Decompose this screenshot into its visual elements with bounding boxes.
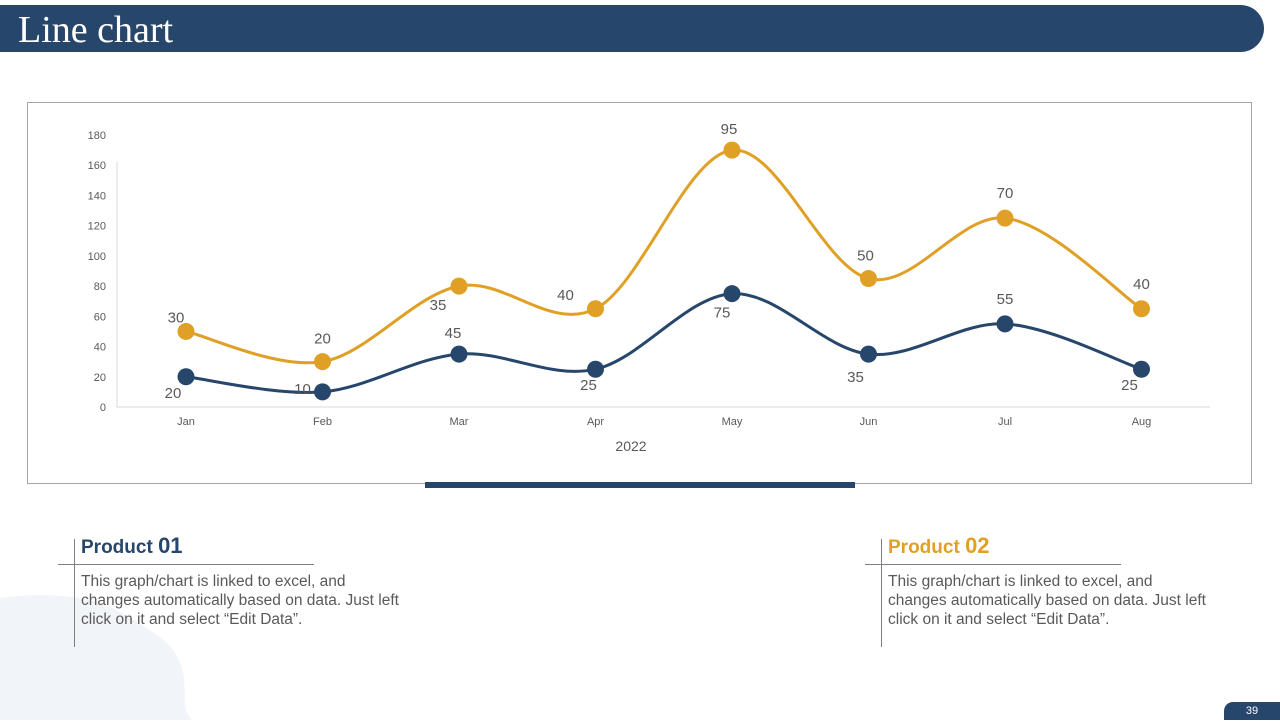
- slide-title: Line chart: [18, 9, 174, 51]
- series-1-data-label: 55: [997, 291, 1014, 308]
- series-1-point[interactable]: [450, 345, 468, 363]
- series-2-point[interactable]: [587, 300, 604, 318]
- chart-frame[interactable]: 0 20 40 60 80 100 120 140 160 180 Jan Feb Mar Apr May J…: [27, 102, 1252, 484]
- series-2-point[interactable]: [177, 322, 195, 340]
- card-divider-horizontal: [58, 564, 314, 565]
- series-1-point[interactable]: [1133, 360, 1150, 378]
- series-2-point[interactable]: [996, 209, 1014, 227]
- y-tick-label: 100: [88, 251, 106, 263]
- accent-bar: [425, 482, 855, 488]
- series-2-point[interactable]: [314, 353, 331, 371]
- axis-layer: 0 20 40 60 80 100 120 140 160 180 Jan Feb Mar Apr May J…: [88, 130, 1210, 428]
- series-1-data-label: 25: [580, 377, 597, 394]
- series-2-point[interactable]: [723, 141, 741, 159]
- series-2-point[interactable]: [450, 277, 468, 295]
- y-tick-label: 120: [88, 221, 106, 233]
- series-2-point[interactable]: [1133, 300, 1150, 318]
- card-divider-vertical: [74, 539, 75, 647]
- product-01-heading: Product 01: [81, 533, 183, 561]
- x-axis-title: 2022: [615, 438, 646, 454]
- series-1-point[interactable]: [314, 383, 331, 401]
- series-points: [177, 141, 1150, 401]
- page-number: 39: [1224, 702, 1280, 720]
- product-01-name: Product: [81, 537, 153, 558]
- product-card-01: Product 01 This graph/chart is linked to…: [58, 533, 399, 651]
- series-1-line: [185, 292, 1142, 394]
- product-02-name: Product: [888, 537, 960, 558]
- title-bar: Line chart: [0, 5, 1264, 52]
- y-tick-label: 40: [94, 342, 106, 354]
- series-2-data-label: 50: [857, 248, 874, 265]
- y-tick-label: 0: [100, 402, 106, 414]
- series-1-point[interactable]: [860, 345, 877, 363]
- series-2-data-label: 35: [430, 297, 447, 314]
- series-2-data-label: 30: [168, 309, 185, 326]
- y-tick-label: 20: [94, 372, 106, 384]
- series-2-data-label: 20: [314, 331, 331, 348]
- series-1-data-label: 25: [1121, 377, 1138, 394]
- product-02-description: This graph/chart is linked to excel, and…: [888, 573, 1206, 628]
- x-tick-label: Apr: [587, 416, 604, 428]
- x-tick-label: May: [722, 416, 743, 428]
- y-tick-label: 180: [88, 130, 106, 142]
- x-tick-label: Feb: [313, 416, 332, 428]
- series-1-point[interactable]: [587, 360, 604, 378]
- x-tick-label: Mar: [450, 416, 469, 428]
- y-tick-label: 60: [94, 311, 106, 323]
- x-tick-label: Jul: [998, 416, 1012, 428]
- series-2-data-label: 40: [557, 287, 574, 304]
- series-1-point[interactable]: [177, 368, 195, 386]
- product-02-heading: Product 02: [888, 533, 990, 561]
- y-tick-label: 80: [94, 281, 106, 293]
- series-1-data-label: 75: [714, 305, 731, 322]
- product-card-02: Product 02 This graph/chart is linked to…: [865, 533, 1206, 651]
- product-02-number: 02: [965, 533, 990, 558]
- line-chart: 0 20 40 60 80 100 120 140 160 180 Jan Feb Mar Apr May J…: [88, 121, 1210, 454]
- y-tick-label: 140: [88, 190, 106, 202]
- series-lines: [185, 148, 1143, 394]
- series-1-data-label: 45: [445, 325, 462, 342]
- y-tick-label: 160: [88, 160, 106, 172]
- series-1-data-label: 10: [294, 381, 311, 398]
- series-2-line: [185, 148, 1143, 365]
- series-1-data-label: 35: [847, 369, 864, 386]
- decorative-background-shape: [0, 594, 192, 720]
- series-2-data-label: 40: [1133, 276, 1150, 293]
- x-tick-label: Aug: [1132, 416, 1152, 428]
- series-1-data-label: 20: [165, 385, 182, 402]
- series-2-data-label: 70: [997, 185, 1014, 202]
- series-2-data-label: 95: [721, 121, 738, 138]
- data-labels: 20 10 45 25 75 35 55 25 30 20 35 40 95 50 70 40: [165, 121, 1150, 402]
- x-tick-label: Jun: [860, 416, 878, 428]
- product-01-description: This graph/chart is linked to excel, and…: [81, 573, 399, 628]
- series-1-point[interactable]: [723, 285, 741, 303]
- card-divider-horizontal: [865, 564, 1121, 565]
- series-2-point[interactable]: [860, 270, 877, 288]
- product-01-number: 01: [158, 533, 183, 558]
- x-tick-label: Jan: [177, 416, 195, 428]
- series-1-point[interactable]: [996, 315, 1014, 333]
- card-divider-vertical: [881, 539, 882, 647]
